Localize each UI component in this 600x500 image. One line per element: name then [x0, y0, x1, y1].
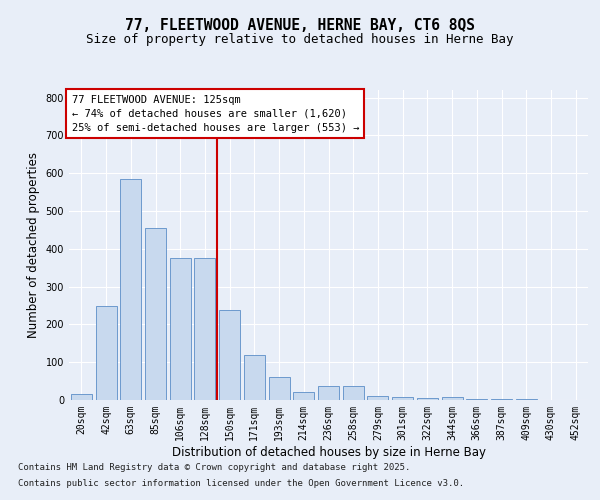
Bar — [392, 397, 413, 400]
X-axis label: Distribution of detached houses by size in Herne Bay: Distribution of detached houses by size … — [172, 446, 485, 458]
Bar — [516, 399, 537, 400]
Bar — [95, 306, 116, 400]
Bar — [318, 386, 339, 400]
Y-axis label: Number of detached properties: Number of detached properties — [27, 152, 40, 338]
Bar — [417, 398, 438, 400]
Bar — [466, 399, 487, 400]
Bar — [219, 310, 240, 400]
Text: Contains public sector information licensed under the Open Government Licence v3: Contains public sector information licen… — [18, 478, 464, 488]
Bar — [194, 258, 215, 400]
Bar — [120, 179, 141, 400]
Bar — [293, 392, 314, 400]
Bar — [367, 396, 388, 400]
Text: 77, FLEETWOOD AVENUE, HERNE BAY, CT6 8QS: 77, FLEETWOOD AVENUE, HERNE BAY, CT6 8QS — [125, 18, 475, 32]
Bar — [269, 378, 290, 400]
Bar — [145, 228, 166, 400]
Bar — [343, 386, 364, 400]
Bar — [170, 258, 191, 400]
Text: Size of property relative to detached houses in Herne Bay: Size of property relative to detached ho… — [86, 32, 514, 46]
Bar — [491, 399, 512, 400]
Bar — [71, 394, 92, 400]
Bar — [442, 397, 463, 400]
Bar — [244, 354, 265, 400]
Text: Contains HM Land Registry data © Crown copyright and database right 2025.: Contains HM Land Registry data © Crown c… — [18, 464, 410, 472]
Text: 77 FLEETWOOD AVENUE: 125sqm
← 74% of detached houses are smaller (1,620)
25% of : 77 FLEETWOOD AVENUE: 125sqm ← 74% of det… — [71, 94, 359, 132]
